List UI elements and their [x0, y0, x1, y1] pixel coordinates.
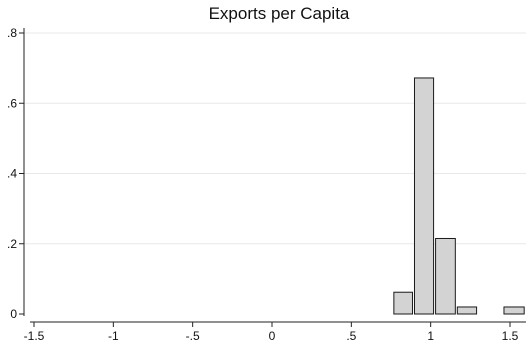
x-tick-label-1: -1 — [108, 329, 119, 343]
histogram-bar-0 — [393, 291, 413, 315]
histogram-bar-3 — [456, 306, 478, 315]
histogram-bars — [393, 77, 525, 315]
histogram-bar-1 — [413, 77, 435, 315]
x-tick-label-0: -1.5 — [24, 329, 45, 343]
axes: 0 .2 .4 .6 .8 -1.5 -1 -.5 0 .5 1 1.5 — [7, 26, 526, 343]
grid-lines — [24, 32, 526, 245]
y-tick-label-1: .2 — [7, 237, 17, 251]
x-tick-label-6: 1.5 — [502, 329, 519, 343]
chart-title: Exports per Capita — [209, 4, 350, 23]
x-tick-label-3: 0 — [269, 329, 276, 343]
y-tick-label-3: .6 — [7, 96, 17, 110]
x-tick-label-4: .5 — [346, 329, 356, 343]
x-tick-label-5: 1 — [427, 329, 434, 343]
histogram-bar-4 — [503, 306, 525, 315]
y-tick-label-4: .8 — [7, 26, 17, 40]
y-tick-label-0: 0 — [10, 307, 17, 321]
histogram-bar-2 — [435, 237, 456, 315]
x-tick-label-2: -.5 — [186, 329, 200, 343]
y-tick-label-2: .4 — [7, 167, 17, 181]
